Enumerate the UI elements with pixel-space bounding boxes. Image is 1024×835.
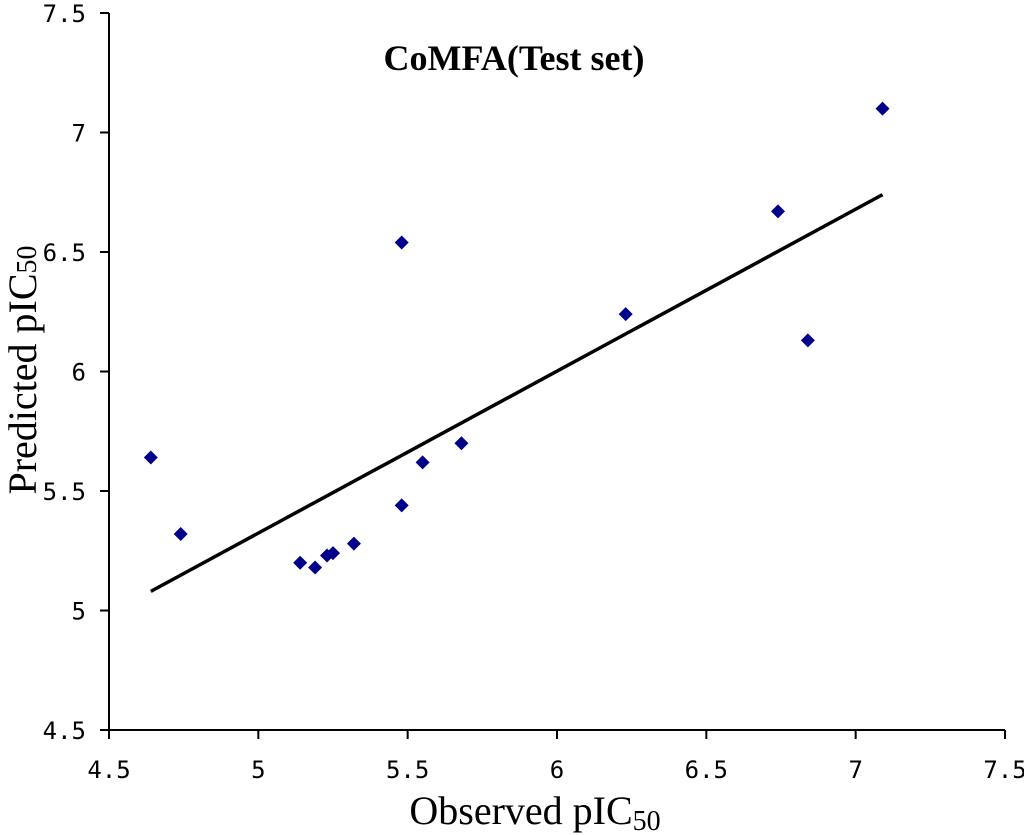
data-point (415, 455, 430, 470)
x-tick-label: 6.5 (685, 756, 728, 784)
y-tick-label: 7 (72, 120, 86, 148)
y-tick-label: 6 (72, 359, 86, 387)
data-point (308, 560, 323, 575)
data-point (394, 235, 409, 250)
data-points (143, 101, 890, 575)
data-point (394, 498, 409, 513)
y-axis-title-subscript: 50 (12, 245, 43, 273)
x-tick-label: 5 (251, 756, 265, 784)
trendline-group (149, 193, 884, 593)
data-point (326, 546, 340, 561)
data-point (173, 527, 188, 542)
chart-title: CoMFA(Test set) (384, 38, 645, 78)
y-axis-title: Predicted pIC50 (0, 245, 45, 494)
x-tick-label: 7 (848, 756, 862, 784)
x-tick-label: 5.5 (386, 756, 429, 784)
y-tick-label: 6.5 (43, 239, 86, 267)
x-axis-title-main: Observed pIC (409, 788, 632, 833)
data-point (800, 333, 815, 348)
trendline (149, 193, 884, 593)
data-point (454, 436, 469, 451)
x-tick-label: 4.5 (87, 756, 130, 784)
data-point (771, 204, 786, 219)
y-axis-title-main: Predicted pIC (0, 273, 45, 494)
data-point (618, 307, 633, 322)
data-point (875, 101, 890, 116)
data-point (143, 450, 158, 465)
y-tick-label: 5 (72, 598, 86, 626)
x-axis-title: Observed pIC50 (409, 788, 660, 835)
y-tick-label: 4.5 (43, 717, 86, 745)
data-point (293, 555, 308, 570)
tick-marks (100, 12, 1006, 739)
y-tick-label: 5.5 (43, 478, 86, 506)
x-tick-label: 7.5 (983, 756, 1024, 784)
tick-labels: 4.5 5 5.5 6 6.5 7 7.5 4.5 5 5.5 6 6.5 7 7.5 (43, 0, 1024, 784)
x-tick-label: 6 (550, 756, 564, 784)
data-point (346, 536, 361, 551)
y-tick-label: 7.5 (43, 0, 86, 28)
x-axis-title-subscript: 50 (633, 806, 661, 835)
